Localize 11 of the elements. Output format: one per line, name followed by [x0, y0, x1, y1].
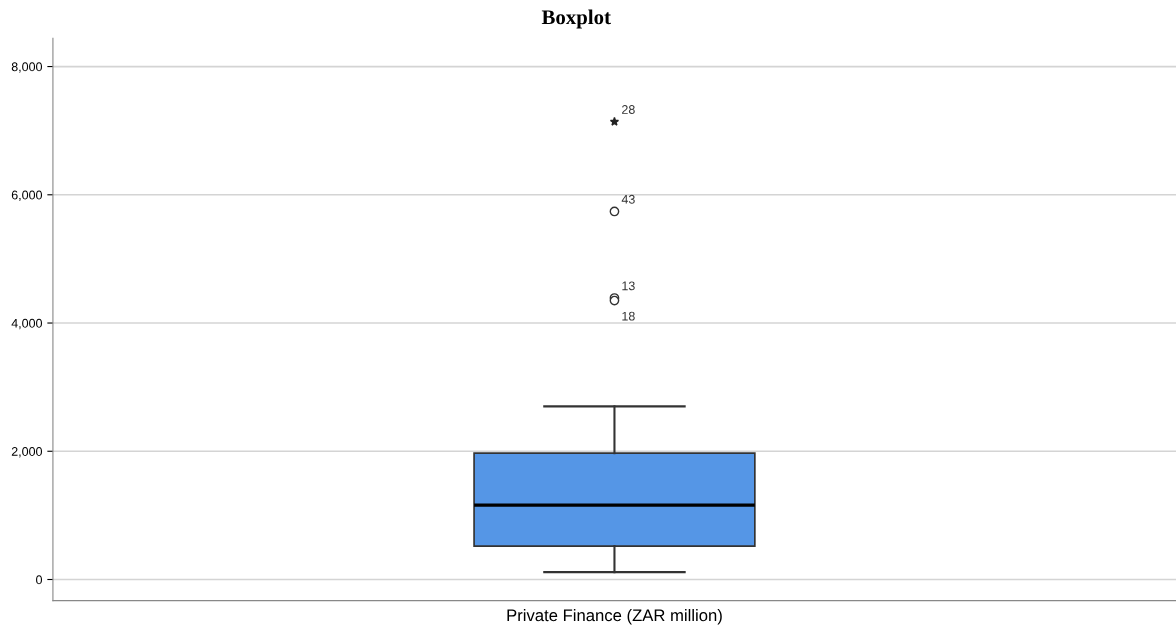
y-tick-label: 8,000 [11, 62, 43, 73]
annotation: 43 [621, 194, 635, 204]
chart-title: Boxplot [541, 9, 611, 29]
annotation: 18 [622, 311, 635, 321]
annotation: 13 [622, 281, 635, 291]
y-tick-label: 0 [36, 575, 43, 585]
y-tick-label: 6,000 [11, 190, 43, 201]
x-tick-label: Private Finance (ZAR million) [507, 608, 722, 625]
annotation: 28 [622, 105, 635, 114]
y-tick-label: 2,000 [11, 447, 43, 458]
y-tick-label: 4,000 [11, 318, 43, 330]
